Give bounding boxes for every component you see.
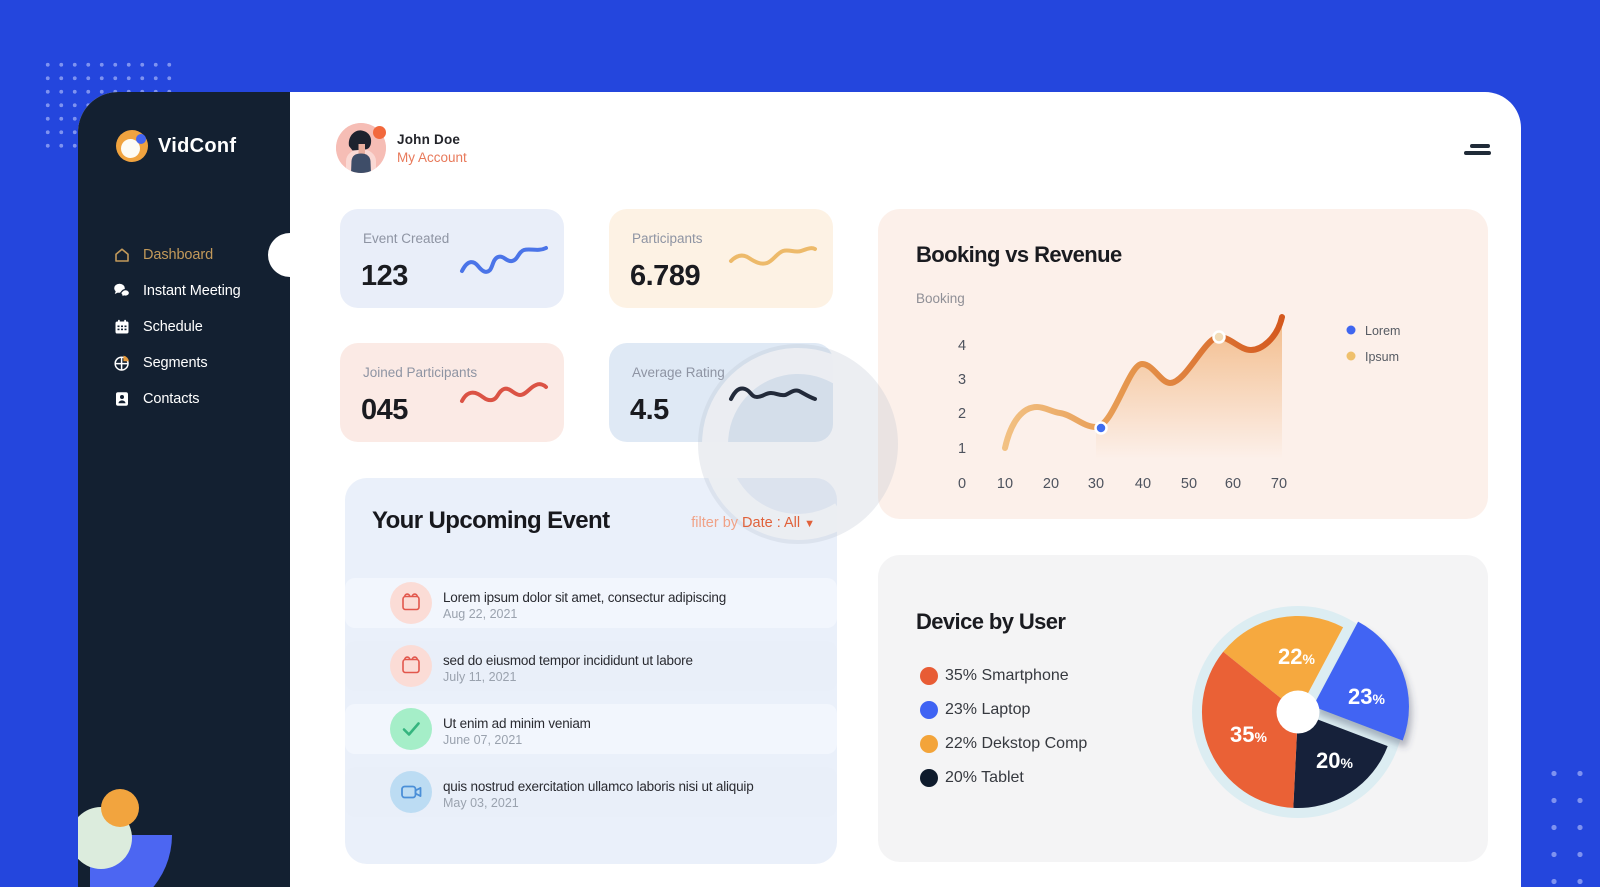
svg-text:0: 0 — [958, 476, 966, 492]
svg-text:60: 60 — [1225, 476, 1241, 492]
svg-text:70: 70 — [1271, 476, 1287, 492]
svg-text:1: 1 — [958, 441, 966, 457]
svg-text:35%: 35% — [1230, 722, 1267, 747]
svg-text:40: 40 — [1135, 476, 1151, 492]
svg-text:10: 10 — [997, 476, 1013, 492]
svg-text:2: 2 — [958, 406, 966, 422]
svg-text:Lorem: Lorem — [1365, 324, 1400, 338]
svg-text:Booking: Booking — [916, 291, 965, 306]
svg-text:3: 3 — [958, 372, 966, 388]
svg-text:50: 50 — [1181, 476, 1197, 492]
svg-text:20: 20 — [1043, 476, 1059, 492]
svg-text:30: 30 — [1088, 476, 1104, 492]
svg-text:4: 4 — [958, 338, 966, 354]
svg-text:Ipsum: Ipsum — [1365, 350, 1399, 364]
